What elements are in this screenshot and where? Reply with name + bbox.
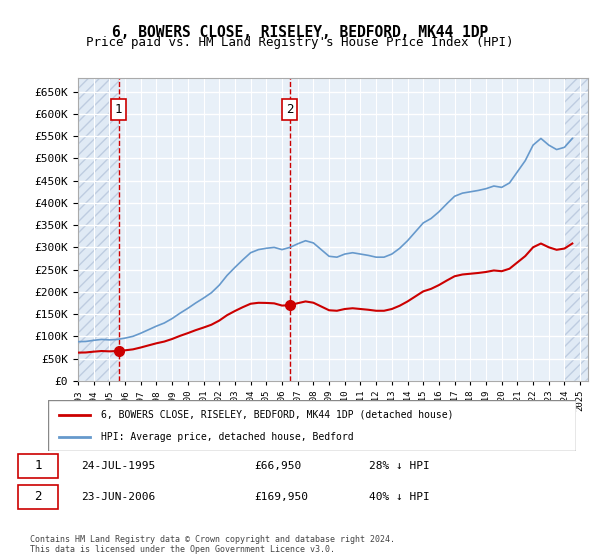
Text: 28% ↓ HPI: 28% ↓ HPI bbox=[369, 461, 430, 471]
Text: HPI: Average price, detached house, Bedford: HPI: Average price, detached house, Bedf… bbox=[101, 432, 353, 442]
Text: Contains HM Land Registry data © Crown copyright and database right 2024.
This d: Contains HM Land Registry data © Crown c… bbox=[30, 535, 395, 554]
Text: £169,950: £169,950 bbox=[254, 492, 308, 502]
Text: 6, BOWERS CLOSE, RISELEY, BEDFORD, MK44 1DP (detached house): 6, BOWERS CLOSE, RISELEY, BEDFORD, MK44 … bbox=[101, 409, 454, 419]
FancyBboxPatch shape bbox=[18, 485, 58, 508]
Text: 1: 1 bbox=[115, 103, 122, 116]
Text: 1: 1 bbox=[34, 459, 41, 473]
Text: Price paid vs. HM Land Registry's House Price Index (HPI): Price paid vs. HM Land Registry's House … bbox=[86, 36, 514, 49]
Text: 24-JUL-1995: 24-JUL-1995 bbox=[81, 461, 155, 471]
Text: 40% ↓ HPI: 40% ↓ HPI bbox=[369, 492, 430, 502]
Bar bbox=[78, 78, 119, 381]
Text: 6, BOWERS CLOSE, RISELEY, BEDFORD, MK44 1DP: 6, BOWERS CLOSE, RISELEY, BEDFORD, MK44 … bbox=[112, 25, 488, 40]
FancyBboxPatch shape bbox=[48, 400, 576, 451]
Text: 2: 2 bbox=[34, 491, 41, 503]
FancyBboxPatch shape bbox=[18, 454, 58, 478]
Text: 2: 2 bbox=[286, 103, 293, 116]
Text: £66,950: £66,950 bbox=[254, 461, 301, 471]
Text: 23-JUN-2006: 23-JUN-2006 bbox=[81, 492, 155, 502]
Bar bbox=[565, 78, 588, 381]
